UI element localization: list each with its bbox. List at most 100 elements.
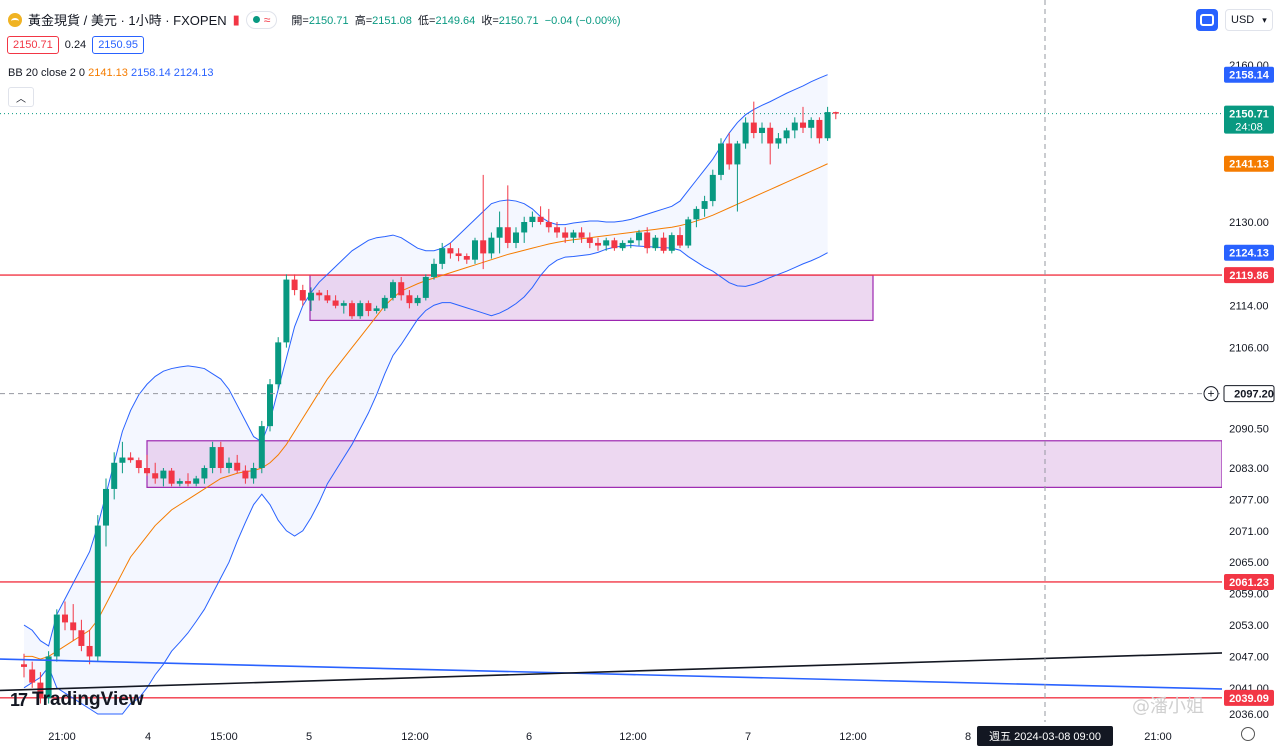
candle-body <box>160 470 167 479</box>
time-axis: 21:00 4 15:00 5 12:00 6 12:00 7 12:00 8 週五 2024-03… <box>0 722 1280 749</box>
candle-body <box>78 630 85 646</box>
candle-body <box>168 470 175 484</box>
candle-body <box>472 240 478 260</box>
countdown-label: 24:08 <box>1235 122 1263 134</box>
candle-body <box>709 174 716 202</box>
candle-body <box>185 481 191 484</box>
trendline[interactable] <box>0 658 1280 692</box>
currency-select[interactable]: USD ▾ <box>1225 9 1273 31</box>
candle-body <box>816 119 823 139</box>
candle-body <box>275 342 282 385</box>
candle-body <box>365 303 372 311</box>
settings-gear-icon[interactable] <box>1241 727 1255 741</box>
change-value: −0.04 (−0.00%) <box>544 14 621 27</box>
bb-upper-value: 2158.14 <box>130 67 171 79</box>
low-label: 低= <box>418 14 436 27</box>
candle-body <box>652 237 659 249</box>
indicator-name: BB 20 close 2 0 <box>8 67 86 79</box>
price-badge <box>1224 105 1274 134</box>
candle-body <box>291 279 298 291</box>
time-tick-label: 12:00 <box>839 731 867 743</box>
price-tick-label: 2114.00 <box>1230 301 1269 313</box>
time-tick-label: 12:00 <box>619 731 647 743</box>
candle-body <box>242 470 249 479</box>
candle-body <box>234 462 241 471</box>
candle-body <box>193 478 200 484</box>
close-label: 收= <box>481 14 499 27</box>
candle-body <box>775 138 782 144</box>
price-badge-label: 2061.23 <box>1229 577 1269 589</box>
tradingview-wordmark: TradingView <box>32 689 144 710</box>
supply-demand-zones <box>146 274 1223 488</box>
price-tick-label: 2077.00 <box>1229 494 1269 506</box>
flag-icon[interactable]: ▮ <box>232 11 240 27</box>
price-badge <box>1224 155 1274 172</box>
add-alert-icon[interactable] <box>1203 386 1219 402</box>
candle-body <box>127 457 134 461</box>
sell-price-button[interactable]: 2150.71 <box>7 36 59 54</box>
candle-body <box>381 297 388 309</box>
price-tick-label: 2071.00 <box>1229 526 1269 538</box>
candle-body <box>250 468 257 479</box>
candle-body <box>693 208 700 220</box>
bollinger-band-fill <box>24 74 828 714</box>
symbol-title[interactable]: 黃金現貨 / 美元 · 1小時 · FXOPEN <box>28 13 227 28</box>
market-status-pill[interactable]: ≈ <box>245 10 278 29</box>
candle-body <box>718 143 724 175</box>
collapse-legend-button[interactable]: ︿ <box>8 87 34 107</box>
trendline[interactable] <box>0 650 1280 692</box>
candle-body <box>504 227 511 243</box>
candle-body <box>390 282 396 298</box>
zone-box[interactable] <box>146 440 1223 488</box>
candle-body <box>644 232 651 249</box>
candle-body <box>488 237 495 254</box>
buy-price-button[interactable]: 2150.95 <box>92 36 144 54</box>
trendlines <box>0 650 1280 692</box>
candle-body <box>685 219 692 246</box>
candle-body <box>340 303 347 306</box>
candle-body <box>152 473 159 479</box>
crosshair-time-badge <box>977 726 1113 746</box>
chevron-up-icon: ︿ <box>16 93 26 105</box>
candle-body <box>447 248 454 254</box>
candle-body <box>226 462 232 468</box>
auto-scale-button[interactable] <box>1196 9 1218 31</box>
candle-body <box>554 227 560 233</box>
candle-body <box>332 300 339 306</box>
price-badge <box>1223 385 1275 403</box>
candle-body <box>570 232 577 238</box>
open-label: 開= <box>291 14 309 27</box>
candle-body <box>135 460 142 468</box>
candle-body <box>357 303 364 317</box>
price-axis: 2160.002130.002114.002106.002090.502083.… <box>1203 0 1280 722</box>
candle-body <box>217 447 224 468</box>
price-tick-label: 2047.00 <box>1229 651 1269 663</box>
candle-body <box>62 614 68 623</box>
candle-body <box>742 122 749 144</box>
indicator-legend[interactable]: BB 20 close 2 0 2141.13 2158.14 2124.13 <box>8 67 214 79</box>
price-tick-label: 2053.00 <box>1229 620 1269 632</box>
candle-body <box>586 237 593 243</box>
time-tick-label: 6 <box>526 731 532 743</box>
price-badge-label: 2119.86 <box>1229 270 1268 282</box>
candle-body <box>767 127 774 144</box>
price-badge-label: 2097.20 <box>1234 389 1274 401</box>
candle-body <box>406 295 413 304</box>
bb-basis-value: 2141.13 <box>88 67 128 79</box>
candle-body <box>832 112 839 114</box>
candle-body <box>422 276 429 298</box>
horizontal-levels <box>0 113 1222 699</box>
price-tick-label: 2130.00 <box>1229 217 1269 229</box>
candle-body <box>267 384 273 427</box>
candle-body <box>283 279 290 343</box>
candle-body <box>398 282 405 296</box>
bb-band-fill <box>24 74 828 714</box>
time-tick-label: 12:00 <box>401 731 429 743</box>
high-label: 高= <box>354 14 373 27</box>
low-value: 2149.64 <box>435 14 476 27</box>
bb-lower-line <box>23 245 828 715</box>
time-tick-label: 8 <box>965 731 971 743</box>
candle-body <box>94 525 101 657</box>
bb-lower-value: 2124.13 <box>173 67 214 79</box>
